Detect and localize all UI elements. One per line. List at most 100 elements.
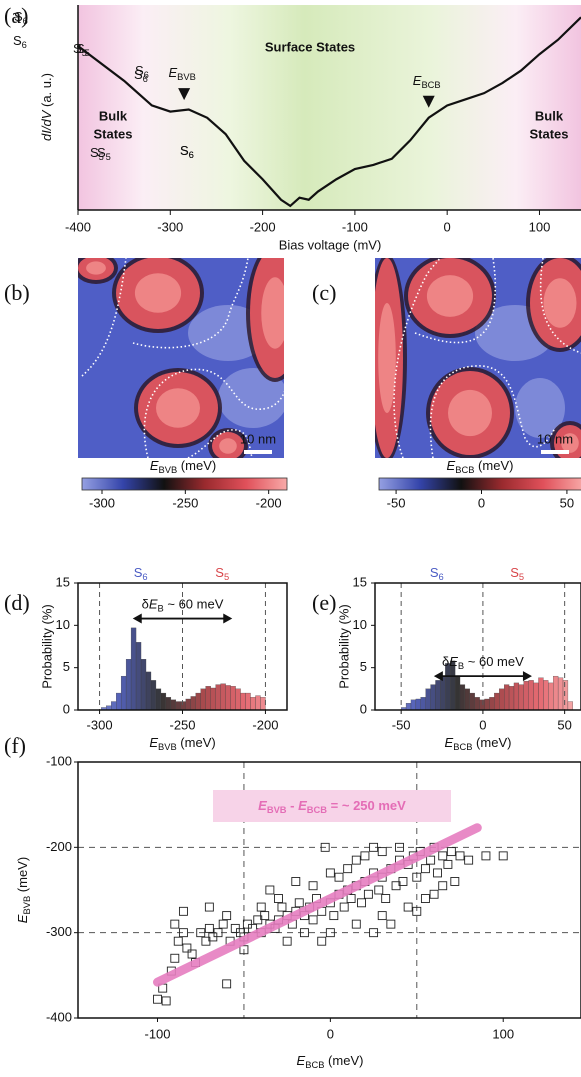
text-part: E — [149, 597, 158, 612]
text-part: S — [90, 145, 99, 160]
scale-bar-label: 10 nm — [537, 431, 573, 446]
group-label: S5 — [510, 565, 524, 582]
x-axis-label: EBCB (meV) — [445, 735, 512, 752]
text-part: (meV) — [472, 735, 511, 750]
bar — [225, 685, 231, 711]
text-part: S — [97, 145, 106, 160]
bar — [513, 682, 520, 711]
bar — [125, 659, 132, 711]
colorbar-tick-label: -250 — [172, 495, 198, 510]
bar — [567, 701, 573, 711]
text-part: B — [458, 662, 464, 672]
x-tick-label: -300 — [157, 219, 183, 234]
bar — [260, 697, 266, 711]
x-tick-label: 0 — [479, 717, 486, 732]
point — [450, 877, 460, 886]
bar — [504, 684, 510, 711]
text-part: 5 — [82, 48, 87, 58]
point — [204, 902, 214, 912]
text-part: BCB — [453, 742, 472, 752]
plot-frame — [77, 761, 581, 1019]
text-part: BVB — [158, 465, 177, 475]
point — [325, 868, 335, 878]
point — [433, 868, 442, 878]
bar — [415, 698, 421, 711]
point — [265, 885, 275, 895]
bar — [533, 682, 539, 711]
text-part: E — [149, 735, 158, 750]
bar — [210, 687, 216, 711]
bar — [250, 697, 256, 711]
text-part: E — [449, 655, 458, 670]
panel-label: (f) — [4, 733, 26, 758]
text-part: (meV) — [177, 735, 216, 750]
text-part: S — [180, 143, 189, 158]
point — [256, 902, 266, 912]
region-label: Bulk — [535, 108, 564, 123]
map-region — [561, 433, 579, 453]
boundary — [187, 429, 254, 458]
bar — [474, 697, 480, 711]
group-label: S6 — [134, 565, 148, 582]
region-label: Bulk — [99, 108, 128, 123]
bar — [430, 684, 436, 711]
text-part: 6 — [144, 70, 149, 80]
bar — [410, 699, 417, 711]
bar — [459, 684, 466, 711]
point — [334, 872, 344, 882]
text-part: E — [298, 798, 307, 813]
y-axis-label: EBVB (meV) — [15, 857, 32, 923]
map-region — [426, 275, 474, 317]
x-tick-label: -50 — [392, 717, 411, 732]
point — [369, 842, 379, 852]
point — [481, 851, 491, 861]
text-part: BCB — [455, 465, 474, 475]
colorbar-tick-label: -300 — [89, 495, 115, 510]
point — [178, 906, 188, 916]
point — [398, 877, 408, 886]
point — [351, 855, 361, 865]
point — [329, 911, 339, 921]
x-tick-label: 50 — [557, 717, 571, 732]
panel-label: (e) — [312, 590, 336, 615]
map-region — [448, 389, 492, 437]
y-axis-label: Probability (%) — [336, 604, 351, 689]
bar — [205, 686, 211, 711]
text-part: 5 — [224, 572, 229, 582]
point — [363, 889, 373, 899]
y-tick-label: -300 — [46, 924, 72, 939]
bar — [240, 692, 246, 711]
boundary — [414, 258, 497, 344]
point — [161, 996, 171, 1006]
text-part: E — [258, 798, 267, 813]
region-label: S6 — [135, 63, 149, 80]
point — [204, 923, 214, 933]
text-part: E — [445, 735, 454, 750]
boundary — [429, 365, 556, 458]
x-tick-label: 100 — [529, 219, 551, 234]
region-label: States — [93, 126, 132, 141]
colorbar-label: EBVB (meV) — [150, 458, 216, 475]
point — [339, 902, 349, 912]
text-part: (meV) — [177, 458, 216, 473]
bar — [435, 680, 441, 711]
point — [222, 911, 232, 921]
colorbar-label: EBCB (meV) — [447, 458, 514, 475]
text-part: 5 — [85, 48, 90, 58]
point — [420, 864, 430, 874]
colorbar — [378, 477, 581, 491]
text-part: BVB — [177, 73, 196, 83]
point — [420, 894, 430, 903]
x-tick-label: 100 — [492, 1026, 514, 1041]
boundary — [393, 258, 441, 458]
text-part: (meV) — [474, 458, 513, 473]
y-tick-label: 15 — [353, 574, 367, 589]
point — [308, 915, 318, 925]
text-part: δ — [142, 597, 149, 612]
bar — [155, 688, 162, 711]
arrow-label: δEB ~ 60 meV — [142, 597, 224, 614]
point — [403, 902, 413, 912]
panel-label: (a) — [4, 3, 28, 28]
text-part: ~ 60 meV — [464, 655, 524, 670]
